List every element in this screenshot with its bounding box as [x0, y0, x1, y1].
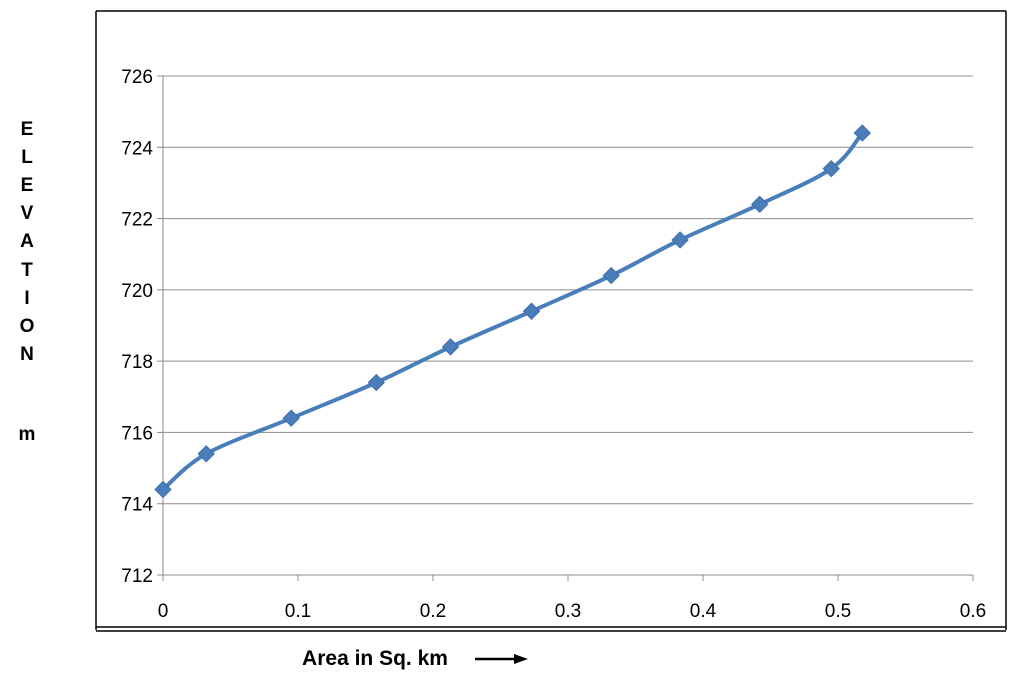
data-point-marker: [822, 159, 840, 178]
x-tick-label: 0.2: [420, 601, 446, 622]
x-tick-label: 0.1: [285, 601, 311, 622]
chart-border: [95, 10, 1007, 632]
x-axis-label: Area in Sq. km: [302, 647, 448, 670]
x-tick-labels: 0 0.1 0.2 0.3 0.4 0.5 0.6: [158, 601, 987, 622]
data-point-marker: [282, 409, 300, 427]
y-axis-label-letter: V: [21, 203, 34, 224]
data-point-marker: [602, 266, 620, 285]
x-tick-label: 0.6: [960, 601, 986, 622]
axes: [162, 76, 974, 581]
y-axis-label-letter: m: [19, 424, 36, 445]
y-axis-label-letter: E: [21, 119, 34, 140]
series-path: [161, 131, 864, 491]
grid-lines: [157, 75, 973, 576]
y-axis-label-letter: O: [20, 316, 35, 337]
y-tick-label: 720: [121, 281, 153, 302]
y-axis-label-letter: T: [21, 260, 33, 281]
arrow-right-icon: [475, 654, 528, 664]
data-point-marker: [197, 445, 215, 463]
x-tick-label: 0.5: [825, 601, 851, 622]
x-tick-label: 0.3: [555, 601, 581, 622]
x-tick-label: 0: [158, 601, 169, 622]
y-tick-label: 718: [121, 352, 153, 373]
data-point-marker: [750, 195, 769, 214]
y-axis-label-letter: I: [24, 288, 29, 309]
y-tick-label: 712: [121, 566, 153, 587]
y-axis-label-letter: A: [20, 231, 34, 252]
data-point-marker: [671, 231, 689, 249]
data-markers: [154, 124, 872, 499]
y-tick-label: 724: [121, 138, 153, 159]
y-tick-label: 716: [121, 423, 153, 444]
data-point-marker: [522, 302, 541, 320]
y-tick-label: 714: [121, 495, 153, 516]
data-point-marker: [441, 338, 460, 356]
series-line: [161, 131, 864, 491]
x-tick-label: 0.4: [690, 601, 717, 622]
data-point-marker: [367, 373, 386, 392]
y-axis-label-letter: N: [20, 344, 34, 365]
y-axis-label-letter: E: [21, 175, 34, 196]
data-point-marker: [154, 480, 172, 499]
y-tick-labels: 712 714 716 718 720 722 724 726: [121, 67, 153, 587]
data-point-marker: [853, 124, 872, 142]
y-tick-label: 726: [121, 67, 153, 88]
y-tick-label: 722: [121, 210, 153, 231]
y-axis-label-letter: L: [21, 147, 33, 168]
